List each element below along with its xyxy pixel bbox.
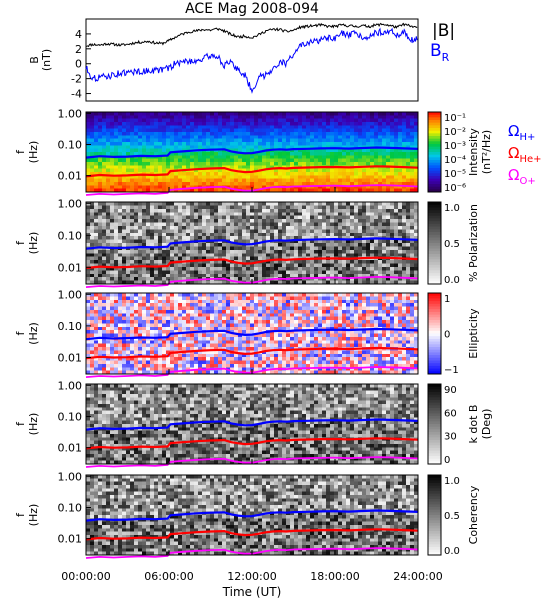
- colorbar: 1 0 −1 Ellipticity: [427, 292, 480, 376]
- y-tick-label: 0.01: [58, 533, 83, 546]
- y-tick-label: -2: [71, 73, 82, 86]
- gyrofrequency-line-he-plus: [85, 528, 419, 541]
- colorbar-tick-label: 0: [444, 330, 450, 341]
- y-axis-unit: (Hz): [27, 141, 40, 164]
- colorbar-tick-label: 10⁻⁴: [444, 155, 466, 166]
- x-axis-label: Time (UT): [222, 585, 282, 599]
- colorbar: 1.0 0.5 0.0 % Polarization: [427, 201, 480, 286]
- panel-polarization: 1.00 0.10 0.01 f (Hz) 1.0 0.5 0.0 % Polarization: [14, 197, 480, 288]
- colorbar-tick-label: 0: [444, 455, 450, 466]
- colorbar-tick-label: 10⁻⁵: [444, 169, 466, 180]
- y-tick-label: 0.10: [58, 229, 83, 242]
- colorbar-tick-label: 60: [444, 408, 457, 419]
- y-axis-unit: (Hz): [27, 413, 40, 436]
- y-axis-unit: (Hz): [27, 232, 40, 255]
- gyrofrequency-line-he-plus: [85, 165, 419, 178]
- colorbar: 1.0 0.5 0.0 Coherency: [427, 474, 480, 557]
- colorbar-tick-label: 30: [444, 432, 457, 443]
- gyrofrequency-line-h-plus: [85, 418, 419, 431]
- y-axis-unit: (nT): [40, 49, 53, 71]
- x-tick-label: 24:00:00: [393, 570, 442, 583]
- colorbar-tick-label: 10⁻³: [444, 141, 466, 152]
- y-tick-label: 0.01: [58, 351, 83, 364]
- colorbar-tick-label: 0.0: [444, 546, 460, 557]
- legend-total-b: |B|: [432, 21, 455, 41]
- gyrofrequency-line-h-plus: [85, 237, 419, 250]
- y-tick-label: 1.00: [58, 197, 83, 210]
- legend-he-plus: ΩHe+: [508, 144, 542, 165]
- y-axis-label: f: [14, 512, 27, 517]
- plot-frame: [85, 18, 419, 102]
- y-axis-label: f: [14, 149, 27, 154]
- y-tick-label: 1.00: [58, 107, 83, 120]
- x-tick-label: 18:00:00: [310, 570, 359, 583]
- y-tick-label: 0.01: [58, 261, 83, 274]
- x-tick-label: 06:00:00: [144, 570, 193, 583]
- y-tick-label: 0: [75, 58, 82, 71]
- gyrofrequency-line-he-plus: [85, 256, 419, 270]
- colorbar-tick-label: 1.0: [444, 203, 460, 214]
- gyrofrequency-line-h-plus: [85, 509, 419, 522]
- gyrofrequency-line-h-plus: [85, 327, 419, 341]
- y-tick-label: 1.00: [58, 470, 83, 483]
- gyrofrequency-line-he-plus: [85, 437, 419, 450]
- y-tick-label: 0.10: [58, 138, 83, 151]
- panel-coherency: 1.00 0.10 0.01 f (Hz) 1.0 0.5 0.0 Coherency: [14, 470, 480, 559]
- y-axis-unit: (Hz): [27, 322, 40, 345]
- colorbar-tick-label: 0.5: [444, 511, 460, 522]
- colorbar-label: Ellipticity: [467, 308, 480, 359]
- gyrofrequency-line-h-plus: [85, 146, 419, 159]
- y-axis-label: B: [28, 56, 41, 64]
- colorbar: 90 60 30 0 k dot B (Deg): [427, 383, 493, 466]
- x-tick-label: 00:00:00: [61, 570, 110, 583]
- y-axis-label: f: [14, 240, 27, 245]
- legend-o-plus: ΩO+: [508, 166, 536, 187]
- colorbar-tick-label: 0.0: [444, 275, 460, 286]
- x-tick-label: 12:00:00: [227, 570, 276, 583]
- figure-title: ACE Mag 2008-094: [185, 1, 319, 17]
- y-tick-label: 0.01: [58, 442, 83, 455]
- panel-wave-normal-angle: 1.00 0.10 0.01 f (Hz) 90 60 30 0 k dot B (Deg): [14, 379, 493, 468]
- y-tick-label: 0.10: [58, 410, 83, 423]
- panel-b-field: 4 2 0 -2 -4 B (nT) |B|BR: [28, 18, 455, 102]
- colorbar-unit: (nT²/Hz): [480, 130, 493, 174]
- panel-power-spectrum: 1.000.100.01f (Hz)10⁻¹10⁻²10⁻³10⁻⁴10⁻⁵10⁻…: [14, 107, 542, 196]
- y-axis-unit: (Hz): [27, 504, 40, 527]
- y-tick-label: 0.01: [58, 170, 83, 183]
- y-tick-label: -4: [71, 88, 82, 101]
- y-tick-label: 1.00: [58, 288, 83, 301]
- colorbar-tick-label: 10⁻⁶: [444, 183, 466, 194]
- panel-ellipticity: 1.00 0.10 0.01 f (Hz) 1 0 −1 Ellipticity: [14, 288, 480, 378]
- colorbar-tick-label: 10⁻¹: [444, 113, 466, 124]
- legend-br: BR: [430, 41, 450, 64]
- colorbar-label: Intensity: [467, 128, 480, 176]
- heatmap-cells: [86, 112, 419, 193]
- colorbar-unit: (Deg): [480, 409, 493, 440]
- series-line-total-b: [85, 22, 418, 48]
- colorbar-label: Coherency: [467, 485, 480, 544]
- gyrofrequency-line-he-plus: [85, 346, 419, 360]
- colorbar-tick-label: −1: [444, 365, 459, 376]
- y-tick-label: 1.00: [58, 379, 83, 392]
- y-axis-label: f: [14, 421, 27, 426]
- colorbar-tick-label: 90: [444, 385, 457, 396]
- colorbar-tick-label: 1.0: [444, 476, 460, 487]
- legend-h-plus: ΩH+: [508, 122, 535, 143]
- colorbar-tick-label: 0.5: [444, 239, 460, 250]
- y-tick-label: 0.10: [58, 501, 83, 514]
- y-axis-label: f: [14, 330, 27, 335]
- y-tick-label: 0.10: [58, 320, 83, 333]
- colorbar-label: k dot B: [467, 405, 480, 444]
- colorbar-label: % Polarization: [467, 204, 480, 282]
- y-tick-label: 4: [75, 28, 82, 41]
- colorbar-tick-label: 1: [444, 294, 450, 305]
- series-line-br: [85, 27, 418, 94]
- colorbar-tick-label: 10⁻²: [444, 127, 466, 138]
- y-tick-label: 2: [75, 43, 82, 56]
